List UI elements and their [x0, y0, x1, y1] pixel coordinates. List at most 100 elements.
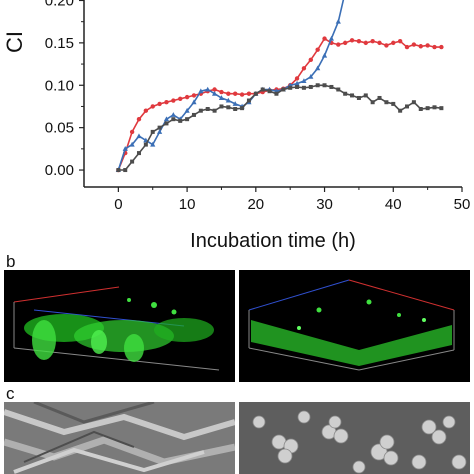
series-point-1	[211, 90, 218, 96]
x-tick-label: 10	[179, 196, 196, 213]
series-point-1	[225, 97, 231, 103]
chart-axes: 0 10 20 30 40 50 0.00 0.05 0.10 0.15 0.20	[45, 0, 471, 213]
series-point-2	[308, 84, 313, 89]
series-line-1	[117, 0, 345, 171]
series-point-2	[212, 108, 217, 113]
series-point-2	[130, 159, 135, 164]
series-point-1	[321, 52, 328, 58]
x-tick-label: 0	[114, 196, 122, 213]
series-point-2	[377, 95, 382, 100]
series-point-1	[163, 116, 170, 122]
series-point-2	[363, 93, 368, 98]
series-point-0	[411, 42, 417, 47]
series-point-2	[405, 104, 410, 109]
series-point-2	[322, 83, 327, 88]
series-point-0	[315, 47, 320, 52]
y-axis-label: CI	[2, 31, 27, 53]
sem-fibrous-surface	[4, 402, 235, 474]
series-point-0	[432, 44, 437, 50]
series-point-2	[425, 106, 430, 111]
confocal-3d-biofilm-left	[13, 286, 220, 371]
series-point-0	[384, 43, 389, 48]
series-point-0	[294, 76, 300, 81]
series-point-0	[212, 87, 217, 92]
series-point-1	[170, 112, 176, 117]
series-point-1	[232, 101, 238, 106]
series-point-2	[439, 106, 444, 111]
panel-b-right-image	[239, 270, 470, 382]
series-point-2	[384, 100, 389, 105]
series-point-2	[432, 105, 437, 110]
series-point-1	[301, 78, 307, 84]
series-point-0	[178, 96, 183, 102]
series-point-2	[226, 105, 231, 110]
series-point-0	[439, 44, 444, 50]
series-point-0	[164, 100, 169, 105]
series-point-2	[205, 107, 210, 111]
series-point-1	[218, 95, 225, 100]
series-point-2	[274, 91, 279, 96]
series-point-1	[150, 141, 156, 147]
series-point-0	[391, 40, 396, 46]
series-point-2	[136, 151, 141, 156]
series-point-1	[198, 88, 204, 94]
series-point-0	[219, 89, 224, 95]
series-point-2	[143, 142, 148, 147]
series-point-2	[260, 87, 265, 92]
series-point-2	[219, 104, 224, 109]
series-point-0	[336, 42, 341, 47]
y-tick-label: 0.15	[45, 35, 74, 52]
series-point-0	[425, 43, 430, 48]
series-point-0	[342, 40, 348, 46]
series-point-0	[246, 91, 252, 96]
series-point-2	[116, 168, 121, 173]
series-point-1	[328, 35, 335, 41]
series-point-2	[123, 168, 128, 173]
series-point-0	[301, 66, 307, 71]
series-point-0	[184, 94, 190, 100]
panel-c-right-image	[239, 402, 470, 474]
x-tick-label: 50	[454, 196, 471, 213]
panel-b-label: b	[6, 252, 16, 271]
x-tick-label: 30	[316, 196, 333, 213]
series-point-2	[246, 98, 251, 103]
y-tick-label: 0.20	[45, 0, 74, 9]
series-point-2	[295, 84, 300, 89]
series-point-1	[191, 99, 197, 105]
y-tick-label: 0.00	[45, 162, 74, 179]
series-point-2	[150, 129, 155, 134]
series-point-2	[288, 85, 293, 90]
series-point-2	[336, 87, 341, 92]
series-point-2	[350, 93, 355, 98]
series-point-1	[294, 80, 300, 86]
x-tick-label: 40	[385, 196, 402, 213]
series-point-0	[363, 40, 368, 46]
series-point-2	[343, 91, 348, 96]
series-point-2	[391, 101, 396, 106]
series-point-1	[136, 133, 142, 139]
x-tick-label: 20	[247, 196, 264, 213]
series-point-1	[308, 73, 314, 79]
series-point-2	[370, 100, 375, 105]
y-tick-label: 0.05	[45, 120, 74, 137]
series-point-0	[397, 38, 403, 44]
series-point-0	[143, 108, 149, 113]
series-point-1	[335, 18, 341, 24]
series-point-2	[185, 117, 190, 122]
series-point-0	[129, 129, 135, 135]
panel-c-left-image	[4, 402, 235, 474]
series-point-0	[356, 38, 362, 44]
series-point-2	[356, 95, 361, 100]
panel-b-left-image	[4, 270, 235, 382]
series-point-2	[178, 118, 183, 123]
series-point-0	[191, 93, 197, 98]
series-point-0	[226, 91, 231, 96]
series-point-2	[281, 87, 286, 92]
series-point-2	[171, 117, 176, 122]
series-point-2	[233, 107, 238, 111]
series-point-0	[418, 44, 423, 49]
confocal-3d-biofilm-right	[248, 279, 455, 371]
series-point-1	[184, 107, 190, 113]
series-point-0	[150, 104, 155, 109]
